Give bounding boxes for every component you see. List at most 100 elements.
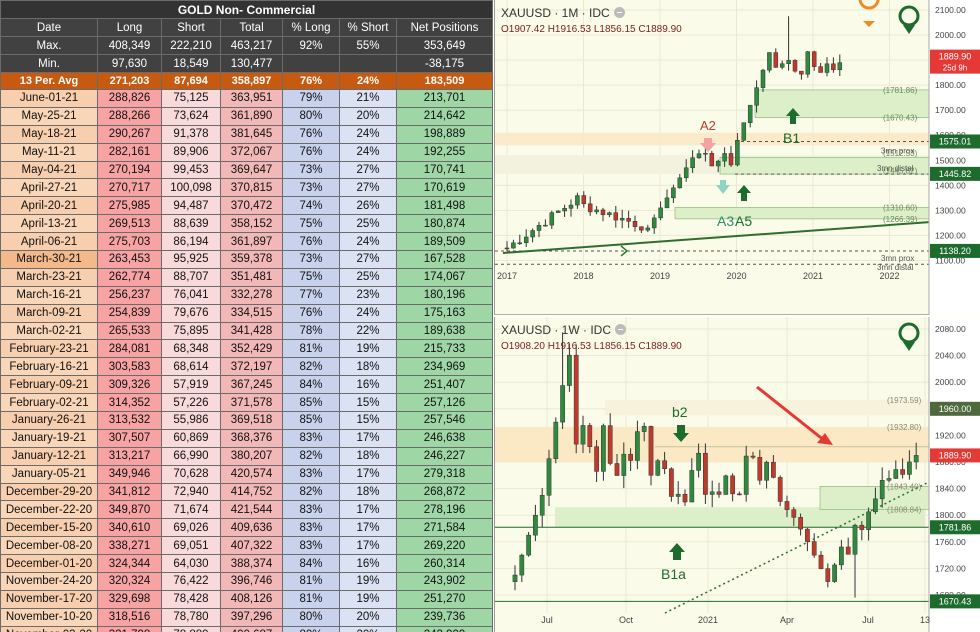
y-tick-label: 1300.00 — [935, 205, 966, 215]
candle-bear — [613, 212, 619, 221]
row-pct-short: 17% — [339, 464, 397, 484]
x-tick-label: 2019 — [650, 271, 670, 281]
candle-bear — [845, 546, 851, 555]
candle-bear — [792, 60, 798, 72]
row-long: 256,237 — [97, 285, 162, 305]
row-total: 396,746 — [220, 572, 283, 591]
level-price-box — [930, 134, 980, 149]
candle-bull — [690, 157, 695, 169]
row-short: 75,895 — [161, 321, 221, 341]
candle-bull — [779, 63, 785, 68]
x-tick-label: Apr — [780, 615, 794, 625]
min-label: Min. — [0, 54, 98, 73]
row-date: May-25-21 — [0, 106, 98, 126]
row-net: 268,872 — [396, 482, 493, 502]
candle-bull — [754, 87, 759, 106]
row-net: 175,163 — [396, 303, 493, 323]
row-pct-long: 83% — [282, 464, 340, 484]
candle-bear — [728, 153, 734, 166]
trend-line — [664, 481, 930, 614]
row-long: 321,798 — [97, 625, 162, 632]
row-total: 409,636 — [220, 518, 283, 538]
candle-bull — [594, 209, 599, 213]
table-row: March-23-21 262,774 88,707 351,481 75% 25% 174… — [0, 267, 493, 287]
candle-bull — [517, 242, 523, 245]
max-pct-short: 55% — [339, 36, 397, 55]
table-row: March-16-21 256,237 76,041 332,278 77% 23% 180… — [0, 285, 493, 305]
monthly-ohlc: O1907.42 H1916.53 L1856.15 C1889.90 — [501, 24, 682, 35]
level-price-box — [930, 520, 980, 535]
avg-row: 13 Per. Avg 271,203 87,694 358,897 76% 2… — [0, 72, 493, 90]
row-total: 397,296 — [220, 607, 283, 627]
row-pct-long: 83% — [282, 500, 340, 520]
candle-bull — [619, 218, 625, 221]
weekly-chart-canvas[interactable]: (1973.59) (1932.80) (1843.40) (1808.84) b2 B1… — [495, 317, 980, 632]
y-tick-label: 1720.00 — [935, 563, 966, 573]
row-long: 269,513 — [97, 214, 162, 234]
row-date: December-29-20 — [0, 482, 98, 502]
row-pct-long: 82% — [282, 446, 340, 466]
candle-bull — [689, 470, 695, 503]
candle-bull — [543, 224, 548, 227]
up-arrow-icon — [716, 180, 730, 194]
table-row: April-13-21 269,513 88,639 358,152 75% 25% 180… — [0, 214, 493, 234]
charts-panel: (1781.86) (1670.43) (1512.53) (1445.82) (131… — [494, 0, 980, 632]
row-date: February-02-21 — [0, 393, 98, 413]
callout-arrow-icon — [817, 433, 833, 445]
collapse-icon[interactable] — [615, 324, 627, 335]
row-total: 361,897 — [220, 232, 283, 252]
y-tick-label: 2040.00 — [935, 351, 966, 361]
candle-bull — [560, 385, 565, 423]
zone-label: (1266.39) — [883, 215, 918, 224]
candle-bear — [784, 501, 790, 510]
weekly-chart[interactable]: (1973.59) (1932.80) (1843.40) (1808.84) b2 B1… — [494, 317, 980, 632]
table-row: February-16-21 303,583 68,614 372,197 82% 18%… — [0, 357, 493, 377]
table-row: November-17-20 329,698 78,428 408,126 81% 19%… — [0, 589, 493, 609]
supply-zone — [495, 426, 929, 462]
collapse-icon[interactable] — [613, 7, 625, 18]
row-pct-short: 19% — [339, 572, 397, 591]
candle-bull — [677, 177, 683, 189]
price-axis — [929, 317, 980, 632]
row-pct-short: 15% — [339, 393, 397, 413]
row-short: 72,940 — [161, 482, 221, 502]
row-total: 361,890 — [220, 106, 283, 126]
row-date: May-18-21 — [0, 124, 98, 144]
candle-bull — [743, 455, 749, 495]
row-date: March-02-21 — [0, 321, 98, 341]
monthly-chart[interactable]: (1781.86) (1670.43) (1512.53) (1445.82) (131… — [494, 0, 980, 315]
monthly-chart-canvas[interactable]: (1781.86) (1670.43) (1512.53) (1445.82) (131… — [495, 0, 980, 315]
row-long: 318,516 — [97, 607, 162, 627]
row-short: 70,628 — [161, 464, 221, 484]
supply-zone — [605, 399, 929, 416]
zone-label: (1781.86) — [883, 86, 918, 95]
row-long: 309,326 — [97, 375, 162, 395]
candle-bull — [873, 498, 878, 513]
trend-line — [502, 221, 930, 254]
row-short: 89,906 — [161, 142, 221, 162]
row-pct-long: 76% — [282, 142, 340, 162]
min-total: 130,477 — [220, 54, 283, 73]
annotation-label: A2 — [700, 118, 716, 133]
table-row: December-01-20 324,344 64,030 388,374 84% 16%… — [0, 554, 493, 574]
row-long: 340,610 — [97, 518, 162, 538]
row-long: 270,717 — [97, 178, 162, 198]
row-pct-long: 76% — [282, 232, 340, 252]
candle-bear — [594, 446, 599, 472]
row-net: 181,498 — [396, 196, 493, 216]
candle-bear — [703, 452, 708, 495]
row-pct-short: 20% — [339, 607, 397, 627]
row-short: 94,487 — [161, 196, 221, 216]
candle-bull — [511, 242, 516, 249]
annotation-label: A3 — [717, 213, 734, 229]
row-date: April-27-21 — [0, 178, 98, 198]
candle-bull — [805, 51, 811, 75]
zone-label: (1973.59) — [887, 396, 922, 405]
cot-table-panel: GOLD Non- Commercial Date Long Short Tot… — [0, 0, 494, 632]
row-short: 78,889 — [161, 625, 221, 632]
table-row: November-24-20 320,324 76,422 396,746 81% 19%… — [0, 572, 493, 591]
row-pct-short: 16% — [339, 375, 397, 395]
row-total: 363,951 — [220, 89, 283, 108]
row-pct-short: 18% — [339, 446, 397, 466]
down-arrow-icon — [700, 138, 716, 152]
